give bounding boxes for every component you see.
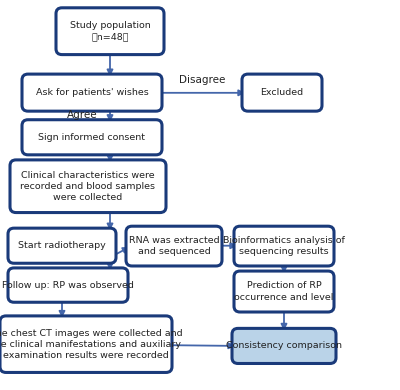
Text: Excluded: Excluded — [260, 88, 304, 97]
FancyBboxPatch shape — [242, 74, 322, 111]
Text: Disagree: Disagree — [179, 75, 225, 85]
Text: Clinical characteristics were
recorded and blood samples
were collected: Clinical characteristics were recorded a… — [20, 171, 156, 202]
FancyBboxPatch shape — [22, 120, 162, 155]
Text: Consistency comparison: Consistency comparison — [226, 341, 342, 351]
Text: RNA was extracted
and sequenced: RNA was extracted and sequenced — [129, 236, 219, 256]
Text: Agree: Agree — [67, 110, 98, 120]
Text: Ask for patients' wishes: Ask for patients' wishes — [36, 88, 148, 97]
Text: Sign informed consent: Sign informed consent — [38, 133, 146, 142]
FancyBboxPatch shape — [8, 268, 128, 302]
Text: Study population
（n=48）: Study population （n=48） — [70, 21, 150, 41]
FancyBboxPatch shape — [8, 228, 116, 263]
FancyBboxPatch shape — [232, 328, 336, 363]
Text: Follow up: RP was observed: Follow up: RP was observed — [2, 280, 134, 290]
FancyBboxPatch shape — [10, 160, 166, 213]
FancyBboxPatch shape — [234, 226, 334, 266]
FancyBboxPatch shape — [234, 271, 334, 312]
FancyBboxPatch shape — [56, 8, 164, 55]
Text: Prediction of RP
occurrence and level: Prediction of RP occurrence and level — [234, 282, 334, 301]
Text: The chest CT images were collected and
the clinical manifestations and auxiliary: The chest CT images were collected and t… — [0, 328, 182, 360]
FancyBboxPatch shape — [22, 74, 162, 111]
Text: Bioinformatics analysis of
sequencing results: Bioinformatics analysis of sequencing re… — [223, 236, 345, 256]
FancyBboxPatch shape — [0, 316, 172, 372]
Text: Start radiotherapy: Start radiotherapy — [18, 241, 106, 250]
FancyBboxPatch shape — [126, 226, 222, 266]
